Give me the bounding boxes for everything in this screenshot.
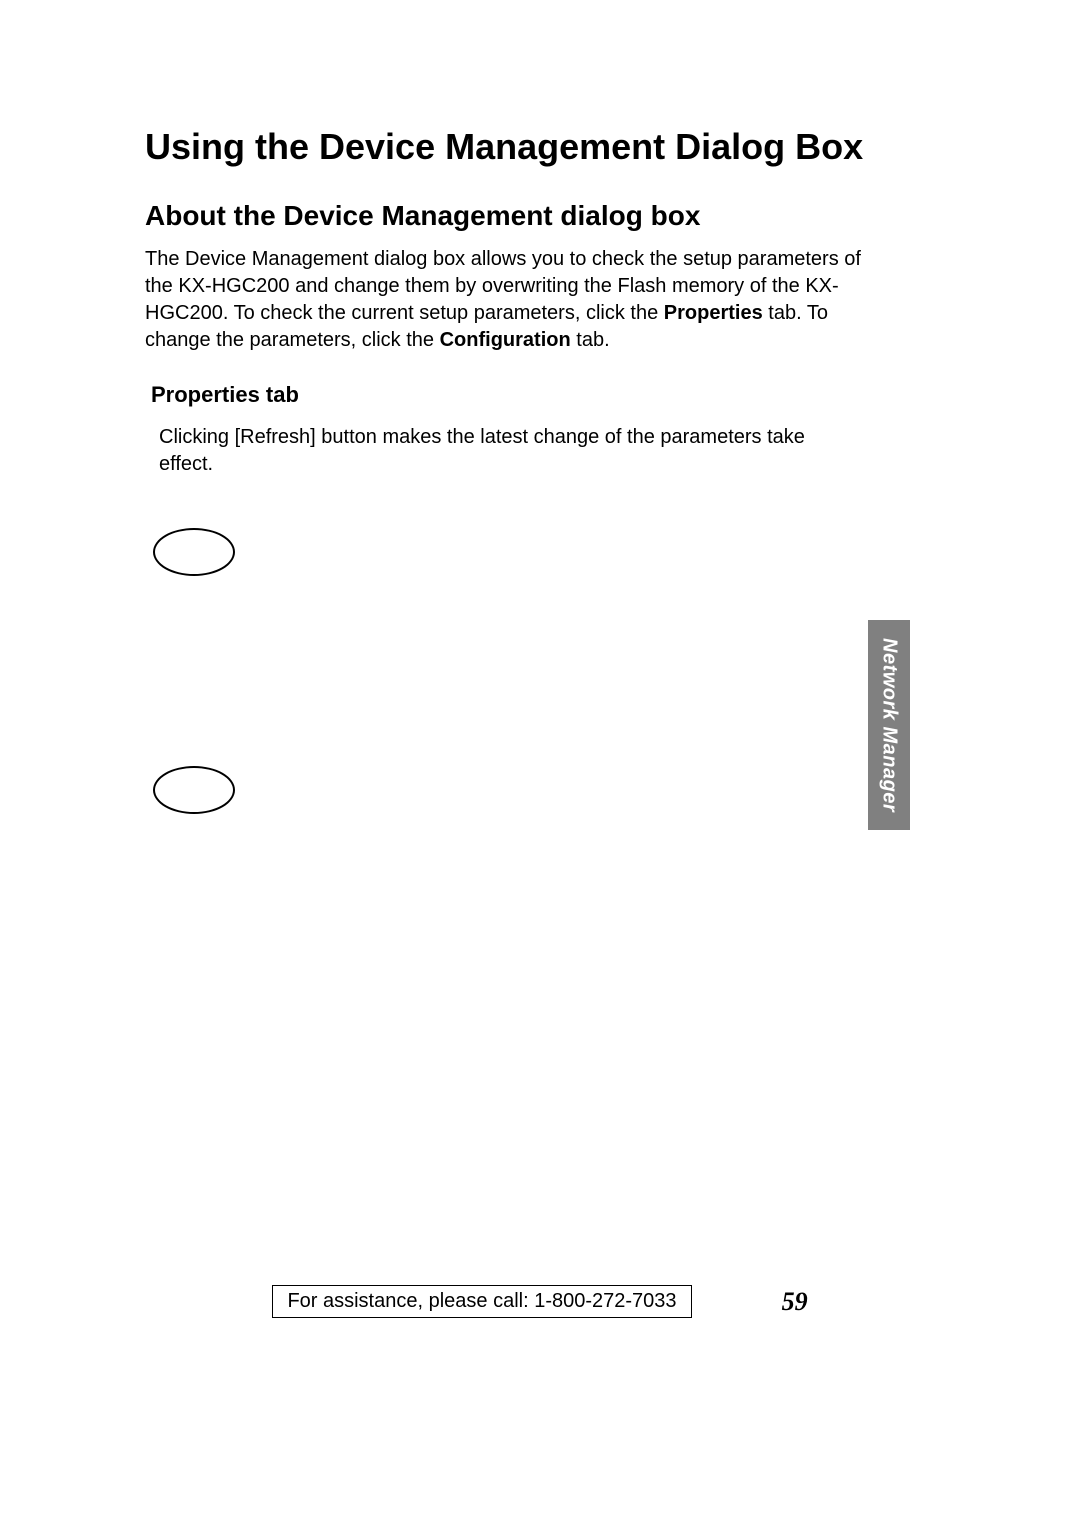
assistance-box: For assistance, please call: 1-800-272-7… xyxy=(272,1285,691,1318)
page-footer: For assistance, please call: 1-800-272-7… xyxy=(0,1285,1080,1318)
callout-oval-2 xyxy=(153,766,235,814)
refresh-pre: Clicking xyxy=(159,426,235,448)
paragraph-text-3: tab. xyxy=(571,329,610,351)
properties-tab-heading: Properties tab xyxy=(151,382,915,408)
configuration-bold: Configuration xyxy=(440,329,571,351)
refresh-button-label: [Refresh] xyxy=(235,426,316,448)
callout-oval-1 xyxy=(153,528,235,576)
sub-heading: About the Device Management dialog box xyxy=(145,200,915,232)
refresh-paragraph: Clicking [Refresh] button makes the late… xyxy=(159,424,859,478)
properties-bold: Properties xyxy=(664,302,763,324)
page-number: 59 xyxy=(782,1287,808,1317)
main-heading: Using the Device Management Dialog Box xyxy=(145,125,915,168)
side-tab-network-manager: Network Manager xyxy=(868,620,910,830)
intro-paragraph: The Device Management dialog box allows … xyxy=(145,246,865,354)
